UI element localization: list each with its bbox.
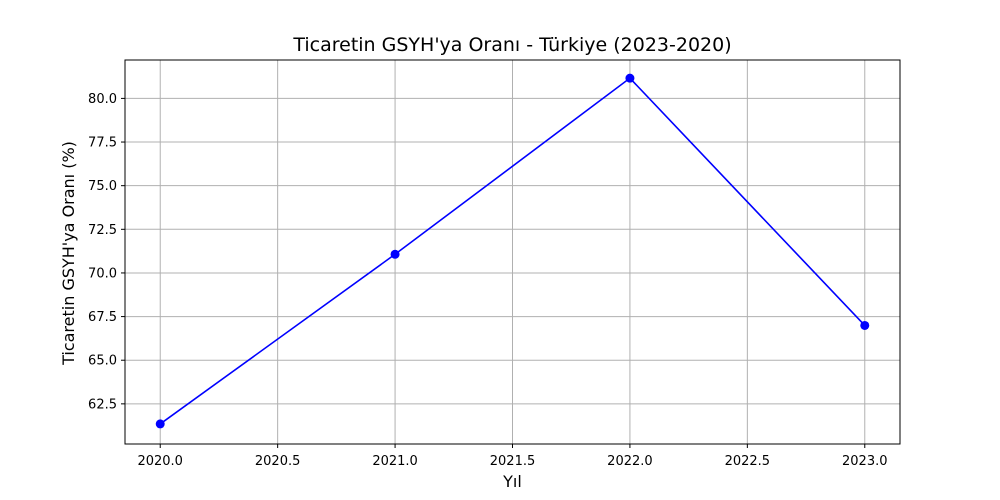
y-tick-label: 72.5 <box>88 223 117 238</box>
x-tick-label: 2023.0 <box>842 454 888 469</box>
data-points <box>155 73 870 429</box>
y-tick-label: 62.5 <box>88 397 117 412</box>
x-tick-label: 2021.0 <box>372 454 418 469</box>
data-point <box>625 73 635 83</box>
x-tick-label: 2020.5 <box>255 454 301 469</box>
y-tick-label: 65.0 <box>88 354 117 369</box>
data-point <box>390 249 400 259</box>
y-tick-label: 67.5 <box>88 310 117 325</box>
x-axis-label: Yıl <box>502 472 522 491</box>
y-tick-label: 80.0 <box>88 92 117 107</box>
x-tick-label: 2021.5 <box>490 454 536 469</box>
y-tick-label: 75.0 <box>88 179 117 194</box>
grid-lines <box>125 60 900 444</box>
y-tick-label: 70.0 <box>88 266 117 281</box>
x-tick-label: 2020.0 <box>137 454 183 469</box>
x-tick-label: 2022.5 <box>725 454 771 469</box>
series-line <box>159 77 866 425</box>
y-axis-label: Ticaretin GSYH'ya Oranı (%) <box>59 141 78 366</box>
data-point <box>155 419 165 429</box>
axis-ticks: 2020.0 2020.5 2021.0 2021.5 2022.0 2022.5 2023… <box>88 92 887 469</box>
x-tick-label: 2022.0 <box>607 454 653 469</box>
y-tick-label: 77.5 <box>88 136 117 151</box>
chart-title: Ticaretin GSYH'ya Oranı - Türkiye (2023-… <box>292 34 731 56</box>
data-point <box>860 320 870 330</box>
